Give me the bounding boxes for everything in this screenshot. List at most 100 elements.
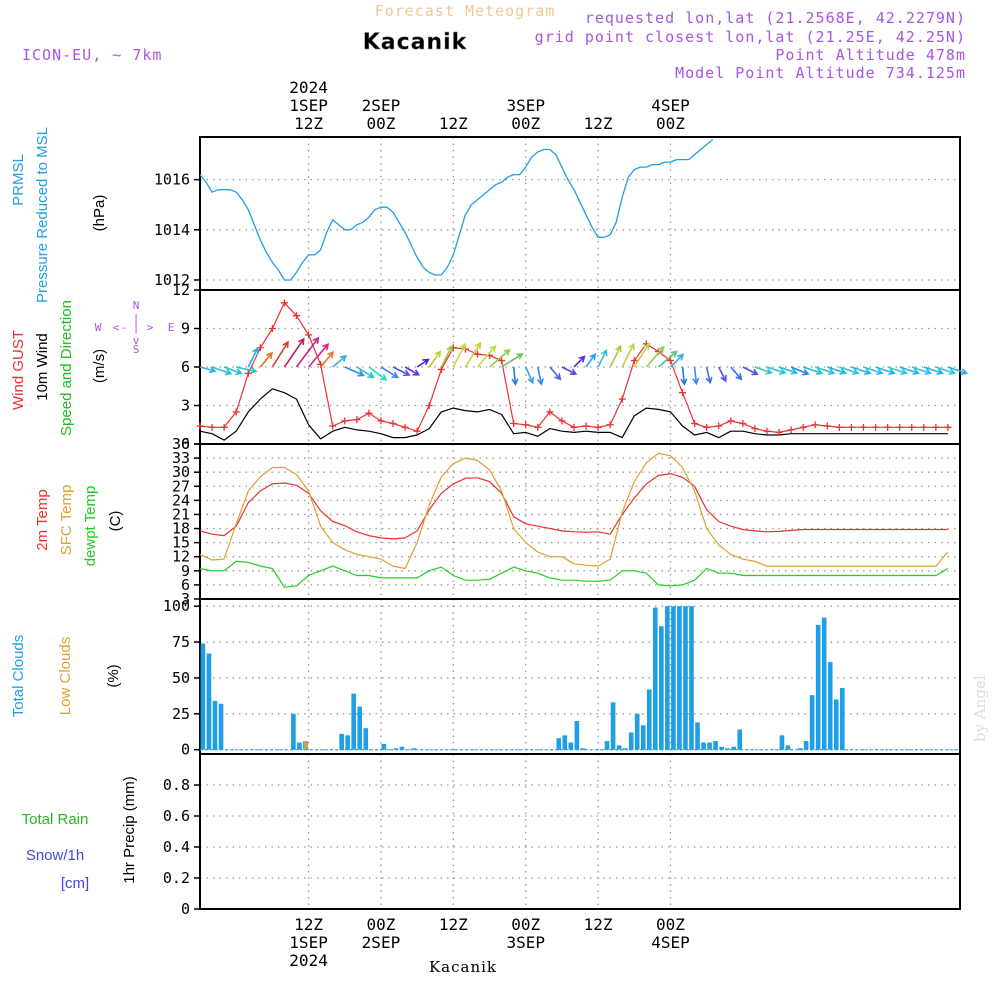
gust-marker <box>341 417 349 425</box>
total-clouds-bar <box>689 606 694 750</box>
wind-direction-arrow <box>464 341 482 368</box>
total-clouds-bar <box>291 713 296 750</box>
gust-marker <box>377 417 385 425</box>
total-clouds-bar <box>363 728 369 750</box>
wind-direction-arrow <box>344 366 365 377</box>
total-clouds-bar <box>556 738 562 750</box>
gust-marker <box>908 423 916 431</box>
total-clouds-bar <box>719 746 724 750</box>
wind-direction-arrow <box>223 366 243 376</box>
y-tick-label: 100 <box>163 597 190 615</box>
wind-direction-arrow <box>669 353 685 368</box>
gust-marker <box>389 419 397 427</box>
wind-direction-arrow <box>766 366 787 375</box>
wind-direction-arrow <box>440 344 453 368</box>
gust-marker <box>739 419 747 427</box>
total-clouds-bar <box>568 742 574 750</box>
clouds-ylabel-unit: (%) <box>105 664 122 687</box>
y-tick-label: 0.8 <box>163 776 190 794</box>
total-clouds-bar <box>737 729 743 750</box>
total-clouds-bar <box>580 748 586 750</box>
wind-gust-line <box>199 302 948 433</box>
gust-marker <box>703 423 711 431</box>
gust-marker <box>691 419 699 427</box>
wind-direction-arrow <box>489 348 511 368</box>
wind-direction-arrow <box>199 366 217 374</box>
bottom-time-label: 4SEP <box>651 933 690 952</box>
wind-compass-glyph: - <box>121 321 128 334</box>
y-tick-label: 0.4 <box>163 838 190 856</box>
gust-marker <box>896 423 904 431</box>
y-tick-label: 50 <box>172 669 190 687</box>
bottom-time-label: 00Z <box>366 915 395 934</box>
total-clouds-bar <box>779 735 785 750</box>
gust-marker <box>715 422 723 430</box>
2m-temp-line <box>199 473 948 540</box>
gust-marker <box>196 422 204 430</box>
gust-marker <box>847 423 855 431</box>
total-clouds-bar <box>399 746 405 750</box>
total-clouds-bar <box>212 700 218 750</box>
gust-marker <box>582 422 590 430</box>
total-clouds-bar <box>381 743 387 750</box>
y-tick-label: 12 <box>172 281 190 299</box>
top-time-label: 12Z <box>294 114 323 133</box>
wind-direction-arrow <box>283 337 305 368</box>
top-time-label: 00Z <box>366 114 395 133</box>
total-clouds-bar <box>839 687 845 750</box>
total-clouds-bar <box>634 713 640 750</box>
wind-direction-arrow <box>875 366 896 376</box>
wind-direction-arrow <box>887 366 908 376</box>
gust-marker <box>859 423 867 431</box>
total-clouds-bar <box>695 722 700 750</box>
gust-marker <box>666 357 674 365</box>
wind-direction-arrow <box>561 366 578 375</box>
wind-compass-glyph: S <box>133 343 140 356</box>
gust-marker <box>618 395 626 403</box>
total-clouds-bar <box>731 746 737 750</box>
low-clouds-bar <box>304 741 308 750</box>
y-tick-label: 0 <box>181 741 190 759</box>
wind-direction-arrow <box>320 350 335 368</box>
gust-marker <box>630 357 638 365</box>
total-clouds-bar <box>351 693 357 750</box>
wind-compass-glyph: N <box>133 299 140 312</box>
total-clouds-bar <box>683 606 688 750</box>
gust-marker <box>268 325 276 332</box>
total-clouds-bar <box>616 745 622 750</box>
bottom-time-label: 2024 <box>289 951 328 970</box>
y-tick-label: 3 <box>181 590 190 608</box>
total-clouds-bar <box>297 742 302 750</box>
total-clouds-bar <box>339 733 344 750</box>
total-clouds-bar <box>206 653 212 750</box>
bottom-time-label: 12Z <box>584 915 613 934</box>
wind-direction-arrow <box>356 366 375 379</box>
gust-marker <box>932 423 940 431</box>
gust-marker <box>498 357 506 365</box>
gust-marker <box>570 423 578 431</box>
panel-frame <box>199 289 961 445</box>
wind-direction-arrow <box>211 366 233 376</box>
bottom-time-label: 2SEP <box>362 933 401 952</box>
total-clouds-bar <box>701 742 706 750</box>
gust-marker <box>727 417 735 425</box>
wind-compass-glyph: < <box>113 321 120 334</box>
total-clouds-bar <box>833 699 839 750</box>
precip-ylabel: 1hr Precip (mm) <box>121 776 138 884</box>
gust-marker <box>763 427 771 435</box>
gust-marker <box>606 421 614 429</box>
y-tick-label: 15 <box>172 534 190 552</box>
wind-direction-arrow <box>827 366 847 375</box>
wind-direction-arrow <box>778 366 799 375</box>
pressure-ylabel-unit: (hPa) <box>91 195 108 232</box>
y-tick-label: 33 <box>172 449 190 467</box>
y-tick-label: 3 <box>181 397 190 415</box>
total-clouds-bar <box>652 607 658 750</box>
gust-marker <box>823 422 831 430</box>
total-clouds-bar <box>659 626 664 750</box>
gust-marker <box>799 423 807 431</box>
wind-direction-arrow <box>814 366 836 376</box>
info-point-altitude: Point Altitude 478m <box>775 46 966 64</box>
pressure-ylabel-prmsl: PRMSL <box>10 154 27 206</box>
wind-direction-arrow <box>839 366 860 376</box>
